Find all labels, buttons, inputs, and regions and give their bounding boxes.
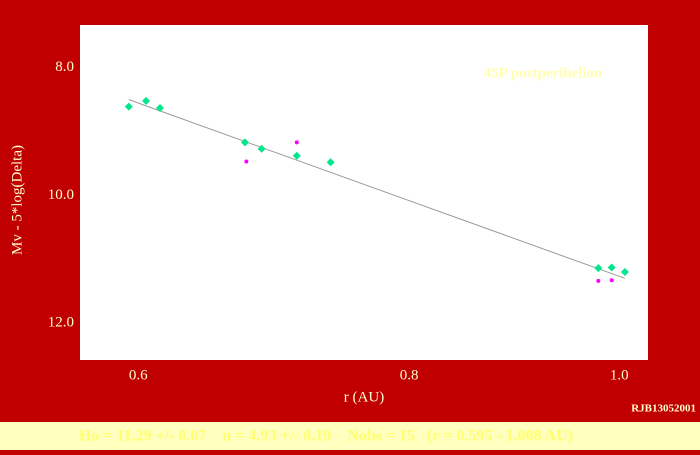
y-axis-label: Mv - 5*log(Delta) [9, 145, 25, 255]
credit: RJB13052001 [631, 403, 696, 415]
point [294, 140, 299, 145]
y-tick-label: 10.0 [48, 187, 74, 203]
y-tick-label: 12.0 [48, 314, 74, 330]
x-axis-label: r (AU) [344, 389, 384, 405]
y-tick-label: 8.0 [55, 59, 74, 75]
point [257, 144, 266, 153]
point [620, 267, 629, 276]
x-tick-label: 0.8 [400, 367, 419, 383]
footer-text: Ho = 11.29 +/- 0.07 n = 4.93 +/- 0.19 No… [79, 428, 573, 445]
point [594, 264, 603, 273]
point [142, 96, 151, 105]
point [609, 278, 614, 283]
point [155, 103, 164, 112]
plot-area [80, 25, 648, 360]
point [244, 159, 249, 164]
point [292, 151, 301, 160]
point [596, 278, 601, 283]
point [240, 138, 249, 147]
point [124, 102, 133, 111]
point [607, 263, 616, 272]
footer-band [0, 422, 700, 450]
chart-title: 45P postperihelion [484, 65, 603, 81]
fit-line [128, 99, 626, 279]
x-tick-label: 1.0 [610, 367, 629, 383]
x-tick-label: 0.6 [129, 367, 148, 383]
point [326, 158, 335, 167]
